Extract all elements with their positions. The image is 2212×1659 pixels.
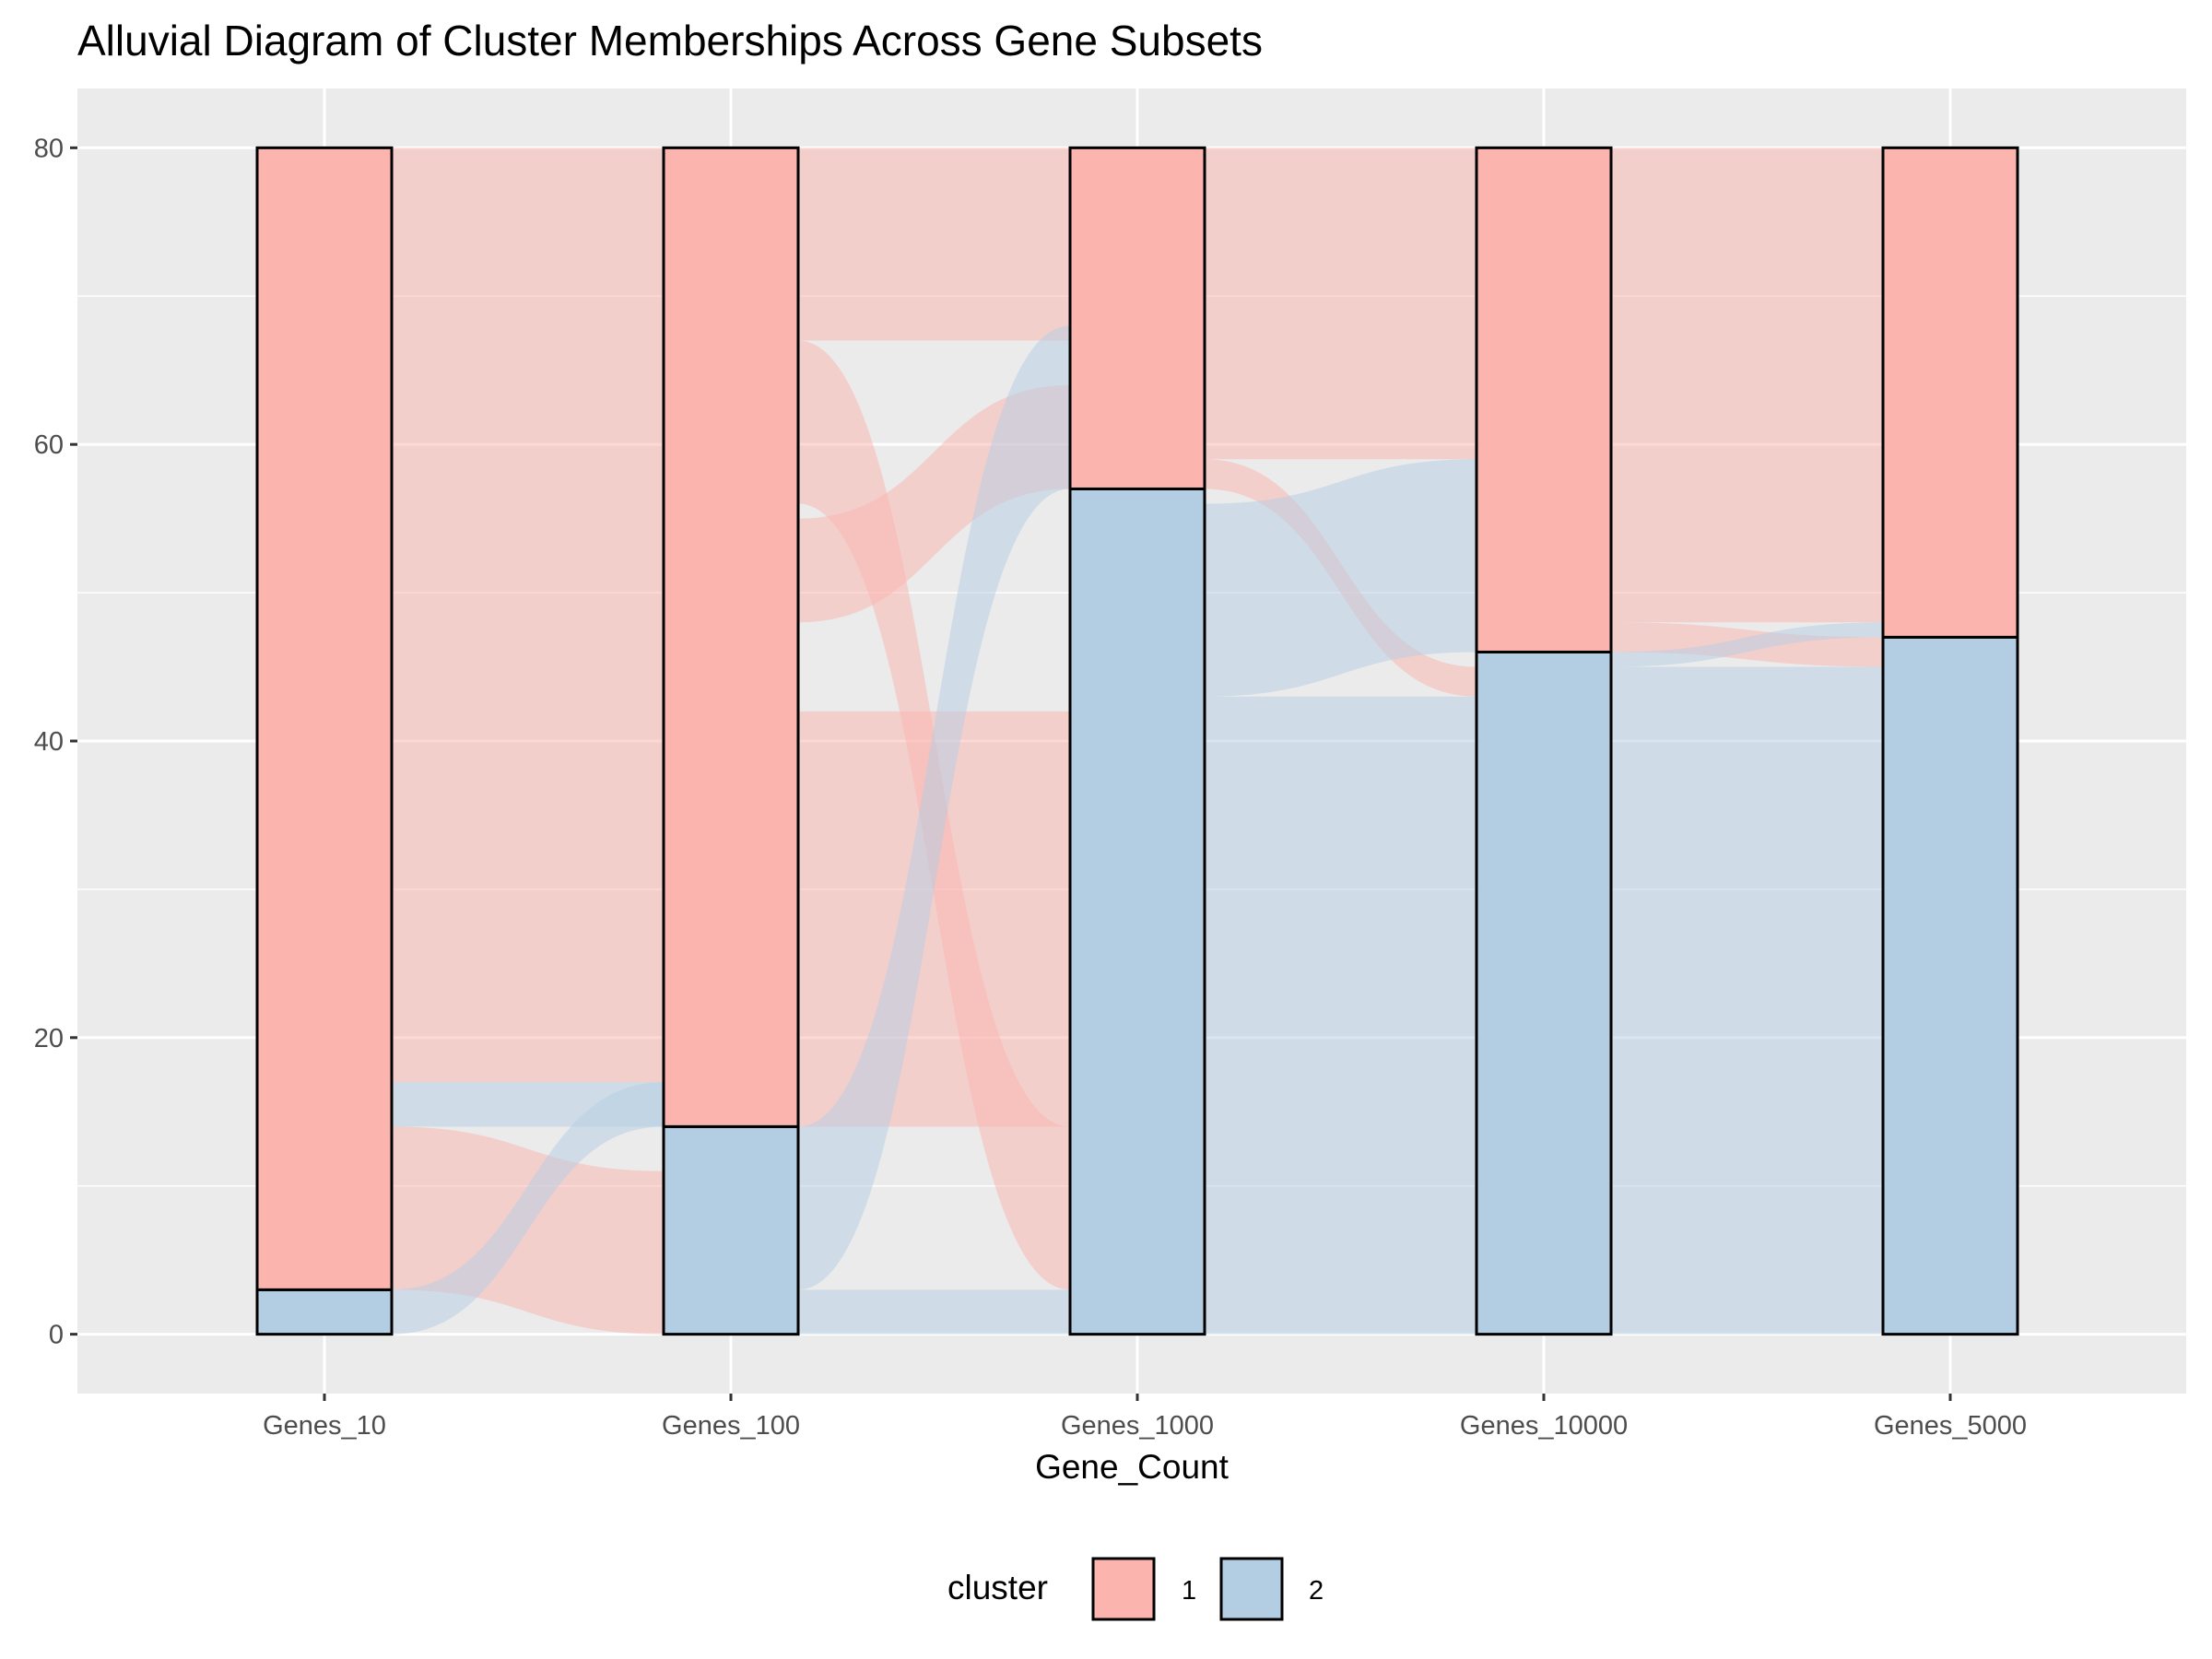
stratum-Genes_10-cluster-1 [255, 146, 394, 1291]
flow-band [798, 711, 1070, 1127]
y-tick-label: 20 [34, 1024, 64, 1053]
alluvial-flows [392, 147, 1883, 1335]
flow-band [1205, 147, 1477, 460]
legend-title: cluster [947, 1569, 1048, 1606]
y-tick-label: 80 [34, 134, 64, 163]
flow-band [1611, 147, 1883, 623]
flow-band [392, 147, 664, 1083]
flow-band [1205, 459, 1477, 697]
legend: cluster 1 2 [947, 1557, 1324, 1621]
flow-band [798, 1289, 1070, 1335]
stratum-Genes_1000-cluster-1 [1068, 146, 1206, 490]
x-tick-label: Genes_1000 [1061, 1411, 1214, 1441]
legend-key-1 [1091, 1557, 1156, 1621]
x-axis-title: Gene_Count [1035, 1448, 1230, 1486]
y-tick-label: 40 [34, 727, 64, 757]
flow-band [1611, 666, 1883, 1335]
y-tick-label: 0 [49, 1321, 64, 1350]
y-tick-label: 60 [34, 430, 64, 460]
legend-label-2: 2 [1309, 1576, 1324, 1606]
flow-band [1205, 696, 1477, 1335]
stratum-Genes_5000-cluster-2 [1881, 635, 2019, 1336]
x-tick-label: Genes_5000 [1874, 1411, 2027, 1441]
x-axis: Genes_10 Genes_100 Genes_1000 Genes_10000 Ge… [263, 1394, 2027, 1441]
stratum-Genes_10000-cluster-1 [1475, 146, 1613, 653]
stratum-Genes_10-cluster-2 [255, 1288, 394, 1336]
stratum-Genes_1000-cluster-2 [1068, 487, 1206, 1336]
x-tick-label: Genes_10 [263, 1411, 386, 1441]
strata [255, 146, 2019, 1336]
chart-title: Alluvial Diagram of Cluster Memberships … [77, 17, 1263, 65]
stratum-Genes_10000-cluster-2 [1475, 650, 1613, 1336]
flow-band [798, 147, 1070, 341]
stratum-Genes_100-cluster-1 [662, 146, 800, 1128]
stratum-Genes_5000-cluster-1 [1881, 146, 2019, 639]
legend-label-1: 1 [1182, 1576, 1196, 1606]
flow-band [1611, 622, 1883, 667]
flow-band [798, 325, 1070, 1290]
legend-key-2 [1219, 1557, 1284, 1621]
stratum-Genes_100-cluster-2 [662, 1124, 800, 1336]
flow-band [392, 1082, 664, 1335]
y-axis: 0 20 40 60 80 [34, 134, 77, 1350]
x-tick-label: Genes_10000 [1460, 1411, 1628, 1441]
x-tick-label: Genes_100 [662, 1411, 800, 1441]
